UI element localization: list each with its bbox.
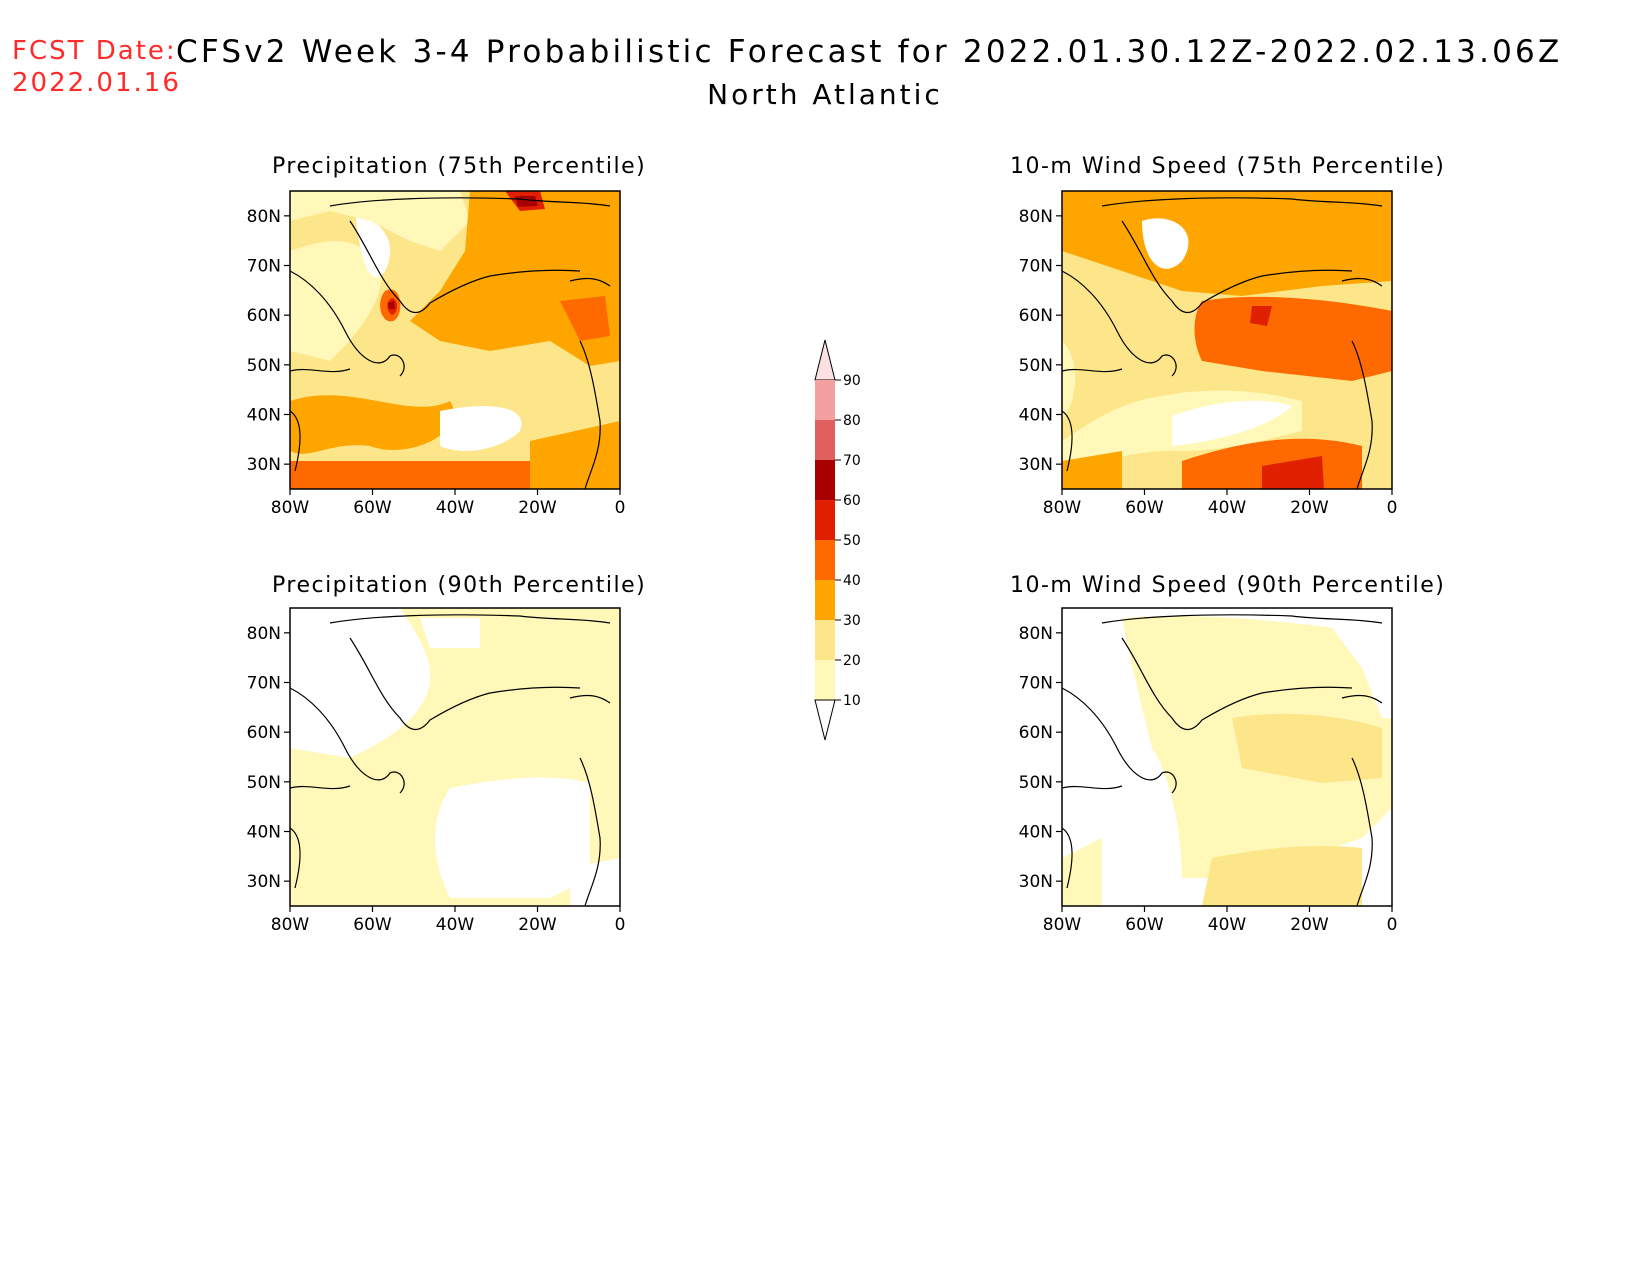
colorbar-label: 40 [843, 573, 861, 589]
panel-title-precip90: Precipitation (90th Percentile) [272, 573, 647, 598]
lat-tick-label: 40N [247, 823, 281, 843]
colorbar-segment [815, 500, 835, 540]
lon-tick-label: 80W [1043, 915, 1082, 935]
colorbar-segment [815, 660, 835, 700]
lon-tick-label: 20W [518, 915, 557, 935]
colorbar-label: 10 [843, 693, 861, 709]
colorbar-segment [815, 460, 835, 500]
map-panel-wind90 [1061, 607, 1393, 907]
colorbar-label: 60 [843, 493, 861, 509]
panel-title-wind90: 10-m Wind Speed (90th Percentile) [1010, 573, 1446, 598]
lon-tick-label: 0 [615, 498, 626, 518]
lat-tick-label: 70N [247, 674, 281, 694]
lon-tick-label: 0 [1387, 498, 1398, 518]
colorbar-segment [815, 540, 835, 580]
lat-tick-label: 40N [1019, 823, 1053, 843]
fcst-label: FCST Date: [12, 36, 177, 66]
lat-tick-label: 60N [247, 306, 281, 326]
colorbar-label: 80 [843, 413, 861, 429]
lon-tick-label: 60W [353, 498, 392, 518]
lat-tick-label: 70N [247, 257, 281, 277]
colorbar-segment [815, 420, 835, 460]
lon-tick-label: 20W [518, 498, 557, 518]
lon-tick-label: 80W [271, 498, 310, 518]
panel-title-wind75: 10-m Wind Speed (75th Percentile) [1010, 154, 1446, 179]
lat-tick-label: 60N [1019, 723, 1053, 743]
lat-tick-label: 60N [247, 723, 281, 743]
colorbar-label: 30 [843, 613, 861, 629]
lat-tick-label: 50N [1019, 773, 1053, 793]
lon-tick-label: 0 [615, 915, 626, 935]
colorbar-label: 50 [843, 533, 861, 549]
lat-tick-label: 80N [1019, 624, 1053, 644]
lon-tick-label: 60W [1125, 915, 1164, 935]
lon-tick-label: 60W [1125, 498, 1164, 518]
fcst-date: 2022.01.16 [12, 68, 181, 98]
lon-tick-label: 0 [1387, 915, 1398, 935]
colorbar-segment [815, 380, 835, 420]
lat-tick-label: 50N [1019, 356, 1053, 376]
colorbar-label: 20 [843, 653, 861, 669]
lat-tick-label: 30N [1019, 872, 1053, 892]
lat-tick-label: 70N [1019, 257, 1053, 277]
lat-tick-label: 60N [1019, 306, 1053, 326]
lat-tick-label: 30N [247, 455, 281, 475]
colorbar-label: 90 [843, 373, 861, 389]
colorbar-segment [815, 620, 835, 660]
region-title: North Atlantic [707, 78, 943, 111]
lat-tick-label: 40N [247, 406, 281, 426]
lat-tick-label: 50N [247, 356, 281, 376]
main-title: CFSv2 Week 3-4 Probabilistic Forecast fo… [176, 34, 1563, 70]
lat-tick-label: 30N [1019, 455, 1053, 475]
lat-tick-label: 80N [247, 207, 281, 227]
panel-title-precip75: Precipitation (75th Percentile) [272, 154, 647, 179]
lon-tick-label: 80W [271, 915, 310, 935]
colorbar: 90 80 70 60 50 40 30 20 10 [814, 339, 861, 741]
lon-tick-label: 40W [1208, 498, 1247, 518]
lat-tick-label: 40N [1019, 406, 1053, 426]
colorbar-top-cap [814, 339, 836, 381]
lat-tick-label: 50N [247, 773, 281, 793]
map-panel-wind75 [1061, 190, 1393, 490]
lon-tick-label: 40W [436, 498, 475, 518]
map-panel-precip90 [289, 607, 621, 907]
lon-tick-label: 40W [436, 915, 475, 935]
lat-tick-label: 80N [247, 624, 281, 644]
lon-tick-label: 40W [1208, 915, 1247, 935]
lat-tick-label: 80N [1019, 207, 1053, 227]
lat-tick-label: 70N [1019, 674, 1053, 694]
colorbar-label: 70 [843, 453, 861, 469]
colorbar-bottom-cap [814, 699, 836, 741]
lon-tick-label: 60W [353, 915, 392, 935]
map-panel-precip75 [289, 190, 621, 490]
lon-tick-label: 20W [1290, 498, 1329, 518]
colorbar-segment [815, 580, 835, 620]
lon-tick-label: 80W [1043, 498, 1082, 518]
lat-tick-label: 30N [247, 872, 281, 892]
lon-tick-label: 20W [1290, 915, 1329, 935]
